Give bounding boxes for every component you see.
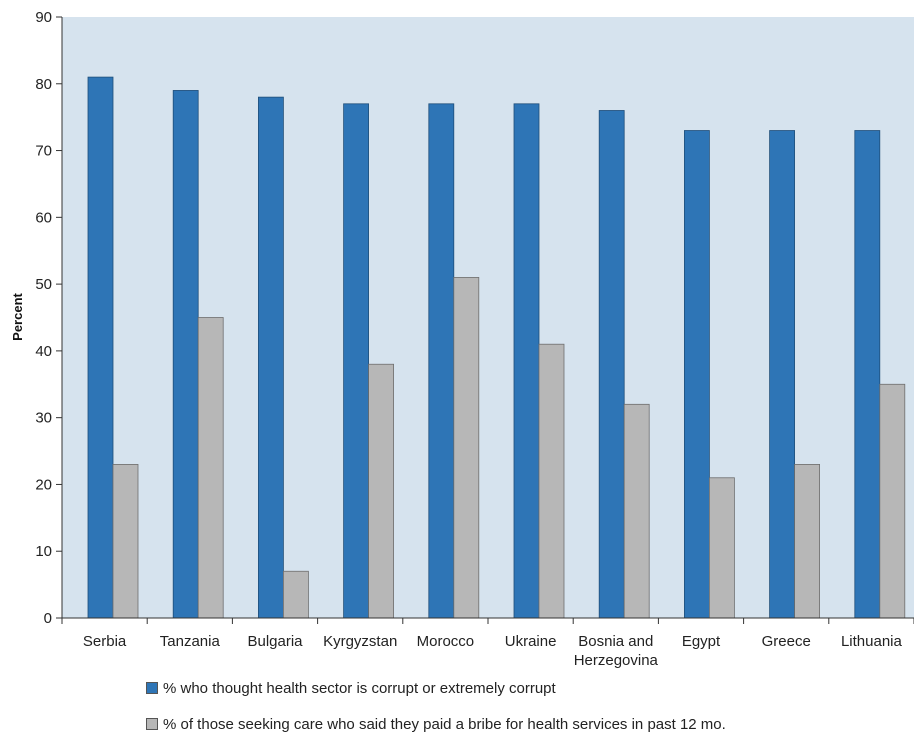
y-tick-label: 80 [35, 76, 52, 93]
bar-series-2-morocco [453, 277, 480, 619]
bar-series-1-lithuania [854, 130, 881, 619]
y-tick-label: 10 [35, 543, 52, 560]
legend-label-series-2: % of those seeking care who said they pa… [163, 715, 726, 733]
y-tick-label: 40 [35, 343, 52, 360]
bar-series-1-tanzania [172, 90, 199, 619]
bar-series-2-bosnia-and-herzegovina [623, 403, 650, 619]
bar-series-2-egypt [709, 477, 735, 619]
x-axis: Serbia Tanzania Bulgaria Kyrgyzstan Morocco U… [61, 617, 914, 669]
x-tick-label: Egypt [682, 633, 721, 650]
x-tick-label: Lithuania [841, 633, 903, 650]
bars [87, 76, 906, 619]
x-tick-label: Greece [762, 633, 811, 650]
bar-series-2-kyrgyzstan [368, 363, 395, 619]
legend-swatch-series-1 [146, 682, 158, 694]
legend-item-series-2: % of those seeking care who said they pa… [146, 712, 726, 736]
bar-series-2-ukraine [538, 343, 565, 619]
y-axis-label: Percent [10, 292, 25, 340]
bar-series-2-serbia [112, 464, 139, 619]
bar-series-1-ukraine [513, 103, 540, 619]
x-tick-label: Ukraine [505, 633, 557, 650]
bar-series-1-egypt [684, 130, 710, 619]
x-tick-label: Serbia [83, 633, 127, 650]
y-tick-label: 30 [35, 410, 52, 427]
legend-item-series-1: % who thought health sector is corrupt o… [146, 676, 726, 700]
y-tick-label: 90 [35, 9, 52, 26]
bar-series-2-tanzania [197, 317, 224, 619]
y-tick-label: 20 [35, 476, 52, 493]
x-tick-label: Bosnia and Herzegovina [574, 633, 659, 669]
legend-label-series-1: % who thought health sector is corrupt o… [163, 679, 556, 697]
legend-swatch-series-2 [146, 718, 158, 730]
bar-series-1-bulgaria [257, 96, 284, 619]
y-tick-label: 70 [35, 143, 52, 160]
y-tick-label: 50 [35, 276, 52, 293]
y-tick-label: 60 [35, 209, 52, 226]
y-tick-label: 0 [44, 610, 52, 627]
bar-series-1-bosnia-and-herzegovina [598, 110, 625, 619]
x-tick-label: Bulgaria [247, 633, 303, 650]
x-tick-label: Tanzania [160, 633, 221, 650]
bar-series-1-greece [769, 130, 795, 619]
y-axis: 0 10 20 30 40 50 60 70 80 90 [35, 9, 63, 627]
bar-series-1-morocco [428, 103, 455, 619]
legend: % who thought health sector is corrupt o… [146, 676, 726, 748]
bar-series-2-lithuania [879, 383, 906, 619]
bar-chart: 0 10 20 30 40 50 60 70 80 90 Serbia Tanzania Bulgar… [10, 9, 914, 669]
bar-series-2-greece [794, 464, 820, 619]
bar-series-2-bulgaria [282, 570, 309, 619]
bar-series-1-serbia [87, 76, 114, 619]
x-tick-label: Morocco [417, 633, 475, 650]
x-tick-label: Kyrgyzstan [323, 633, 397, 650]
bar-series-1-kyrgyzstan [343, 103, 370, 619]
